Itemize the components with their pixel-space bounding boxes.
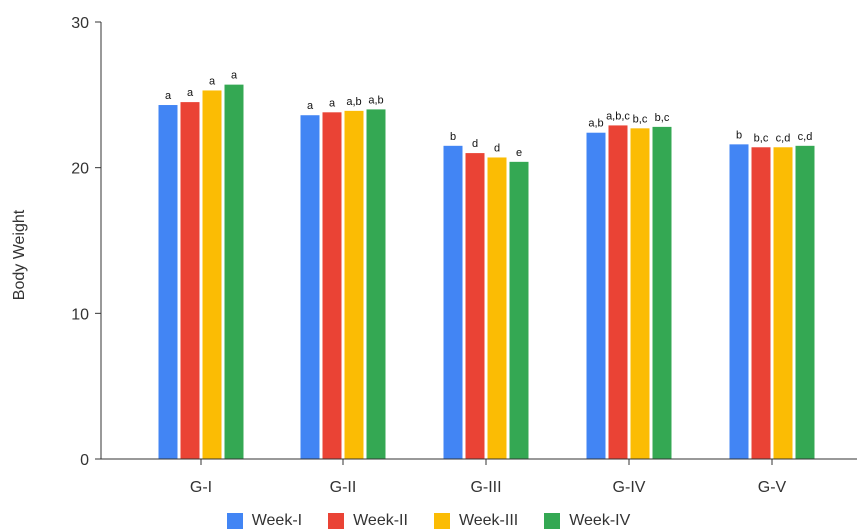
bar-data-label: d: [494, 142, 500, 154]
legend-item-week-4: Week-IV: [544, 512, 630, 530]
bar-data-label: a,b: [588, 118, 603, 130]
bar-data-label: a: [307, 100, 314, 112]
bar: [729, 144, 749, 460]
bar-data-label: b,c: [655, 112, 670, 124]
bar: [795, 145, 815, 460]
x-tick-label: G-III: [470, 479, 501, 496]
y-tick-label: 20: [71, 161, 89, 178]
bar: [344, 110, 364, 460]
bar: [224, 84, 244, 460]
bar: [202, 90, 222, 460]
bar: [630, 128, 650, 459]
legend-item-week-1: Week-I: [226, 511, 303, 530]
x-tick-label: G-I: [190, 479, 212, 496]
bar: [366, 109, 386, 460]
legend-item-week-2: Week-II: [328, 512, 408, 530]
bar-data-label: a: [165, 90, 172, 102]
bar-data-label: d: [472, 138, 478, 150]
legend-swatch-week-3: [433, 512, 450, 529]
legend-swatch-week-1: [226, 512, 243, 529]
bar: [586, 132, 606, 459]
y-tick-label: 10: [71, 306, 89, 323]
legend-label-week-3: Week-III: [458, 511, 519, 529]
bar-data-label: b,c: [633, 113, 648, 125]
bar: [487, 157, 507, 459]
bar: [751, 147, 771, 460]
legend-label-week-2: Week-II: [353, 511, 408, 529]
legend-swatch-week-4: [544, 512, 561, 529]
bar: [773, 147, 793, 460]
legend-swatch-week-2: [328, 512, 345, 529]
bar: [180, 102, 200, 459]
x-tick-label: G-V: [758, 479, 787, 496]
bar: [652, 126, 672, 459]
bar-data-label: a,b: [368, 94, 383, 106]
bar: [608, 125, 628, 459]
x-tick-label: G-IV: [613, 479, 646, 496]
y-tick-label: 30: [71, 15, 89, 32]
legend-item-week-3: Week-III: [433, 511, 519, 530]
bar-data-label: a,b,c: [606, 110, 630, 122]
bar-data-label: a: [329, 97, 336, 109]
bar-data-label: c,d: [798, 131, 813, 143]
x-tick-label: G-II: [330, 479, 357, 496]
legend: Week-I Week-II Week-III Week-IV: [0, 510, 857, 531]
bar: [443, 145, 463, 460]
y-axis-title: Body Weight: [11, 209, 28, 300]
bar-data-label: a,b: [346, 96, 361, 108]
bar: [465, 153, 485, 459]
bar-data-label: a: [209, 75, 216, 87]
bar-data-label: b,c: [754, 132, 769, 144]
bar: [158, 105, 178, 459]
bar-data-label: e: [516, 147, 522, 159]
legend-label-week-4: Week-IV: [569, 511, 631, 529]
bar-data-label: c,d: [776, 132, 791, 144]
legend-label-week-1: Week-I: [251, 511, 303, 529]
bar-data-label: b: [736, 129, 742, 141]
bar-data-label: a: [187, 87, 194, 99]
bar: [300, 115, 320, 459]
y-tick-label: 0: [80, 452, 89, 469]
bar-data-label: b: [450, 131, 456, 143]
bar-data-label: a: [231, 70, 238, 82]
bar: [322, 112, 342, 460]
bar: [509, 161, 529, 459]
